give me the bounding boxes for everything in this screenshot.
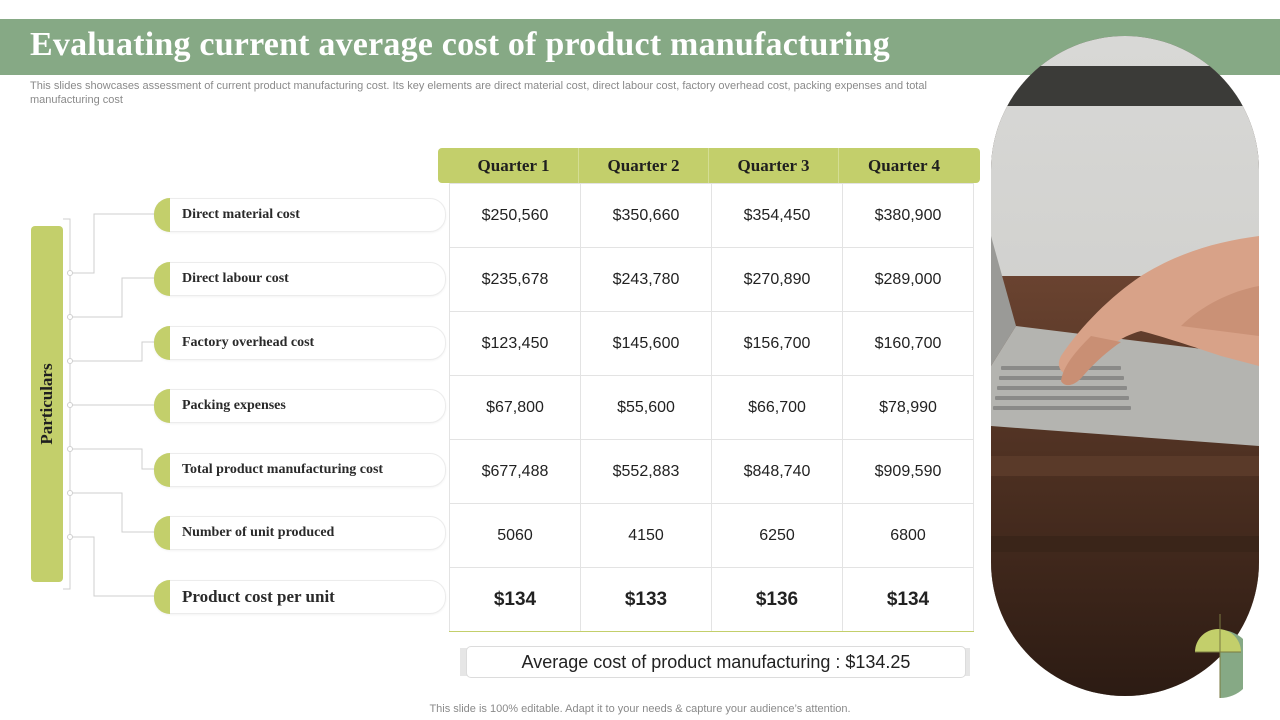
- header-quarter-3: Quarter 3: [709, 148, 839, 183]
- table-cell: 4150: [580, 503, 712, 568]
- table-row: 5060 4150 6250 6800: [449, 503, 974, 568]
- table-cell: $66,700: [711, 375, 843, 440]
- table-cell: $270,890: [711, 247, 843, 312]
- table-cell: $354,450: [711, 183, 843, 248]
- particular-factory-overhead-cost: Factory overhead cost: [154, 326, 446, 360]
- table-row: $235,678 $243,780 $270,890 $289,000: [449, 247, 974, 312]
- average-cost-summary: Average cost of product manufacturing : …: [466, 646, 966, 678]
- table-cell: $156,700: [711, 311, 843, 376]
- table-cell: $848,740: [711, 439, 843, 504]
- label-cap: [154, 580, 170, 614]
- label-cap: [154, 453, 170, 487]
- table-row: $250,560 $350,660 $354,450 $380,900: [449, 183, 974, 248]
- table-cell: $136: [711, 567, 843, 632]
- particular-label: Total product manufacturing cost: [182, 462, 384, 477]
- label-cap: [154, 516, 170, 550]
- table-row-total: $134 $133 $136 $134: [449, 567, 974, 632]
- table-row: $677,488 $552,883 $848,740 $909,590: [449, 439, 974, 504]
- particular-direct-material-cost: Direct material cost: [154, 198, 446, 232]
- header-quarter-2: Quarter 2: [579, 148, 709, 183]
- table-cell: $250,560: [449, 183, 581, 248]
- cost-table: $250,560 $350,660 $354,450 $380,900 $235…: [449, 183, 974, 632]
- table-cell: $289,000: [842, 247, 974, 312]
- decorative-leaf-icon: [1195, 614, 1243, 698]
- table-cell: $909,590: [842, 439, 974, 504]
- table-cell: $552,883: [580, 439, 712, 504]
- table-cell: $350,660: [580, 183, 712, 248]
- table-cell: $134: [449, 567, 581, 632]
- table-cell: $78,990: [842, 375, 974, 440]
- label-cap: [154, 198, 170, 232]
- label-cap: [154, 326, 170, 360]
- table-cell: $677,488: [449, 439, 581, 504]
- particular-total-manufacturing-cost: Total product manufacturing cost: [154, 453, 446, 487]
- table-row: $67,800 $55,600 $66,700 $78,990: [449, 375, 974, 440]
- photo-illustration: [991, 36, 1259, 696]
- particular-direct-labour-cost: Direct labour cost: [154, 262, 446, 296]
- particular-label: Direct labour cost: [182, 271, 289, 286]
- particular-label: Factory overhead cost: [182, 335, 315, 350]
- connector-lines: [63, 213, 154, 597]
- table-cell: $380,900: [842, 183, 974, 248]
- table-cell: $133: [580, 567, 712, 632]
- table-cell: $134: [842, 567, 974, 632]
- table-cell: $123,450: [449, 311, 581, 376]
- particular-label: Packing expenses: [182, 398, 286, 413]
- particular-cost-per-unit: Product cost per unit: [154, 580, 446, 614]
- particular-label: Direct material cost: [182, 207, 300, 222]
- table-cell: $67,800: [449, 375, 581, 440]
- table-cell: $145,600: [580, 311, 712, 376]
- page-title: Evaluating current average cost of produ…: [30, 26, 890, 63]
- laptop-typing-photo: [991, 36, 1259, 696]
- label-cap: [154, 389, 170, 423]
- particular-label: Product cost per unit: [182, 587, 335, 606]
- table-cell: 6250: [711, 503, 843, 568]
- quarter-header: Quarter 1 Quarter 2 Quarter 3 Quarter 4: [438, 148, 980, 183]
- table-cell: 6800: [842, 503, 974, 568]
- page-subtitle: This slides showcases assessment of curr…: [30, 80, 927, 106]
- table-cell: $55,600: [580, 375, 712, 440]
- particular-packing-expenses: Packing expenses: [154, 389, 446, 423]
- footer-note: This slide is 100% editable. Adapt it to…: [429, 703, 851, 715]
- header-quarter-4: Quarter 4: [868, 156, 940, 175]
- table-cell: $235,678: [449, 247, 581, 312]
- header-quarter-1: Quarter 1: [449, 148, 579, 183]
- particulars-bar: [31, 226, 63, 582]
- table-cell: $243,780: [580, 247, 712, 312]
- particular-units-produced: Number of unit produced: [154, 516, 446, 550]
- particular-label: Number of unit produced: [182, 525, 335, 540]
- table-cell: 5060: [449, 503, 581, 568]
- label-cap: [154, 262, 170, 296]
- table-cell: $160,700: [842, 311, 974, 376]
- table-row: $123,450 $145,600 $156,700 $160,700: [449, 311, 974, 376]
